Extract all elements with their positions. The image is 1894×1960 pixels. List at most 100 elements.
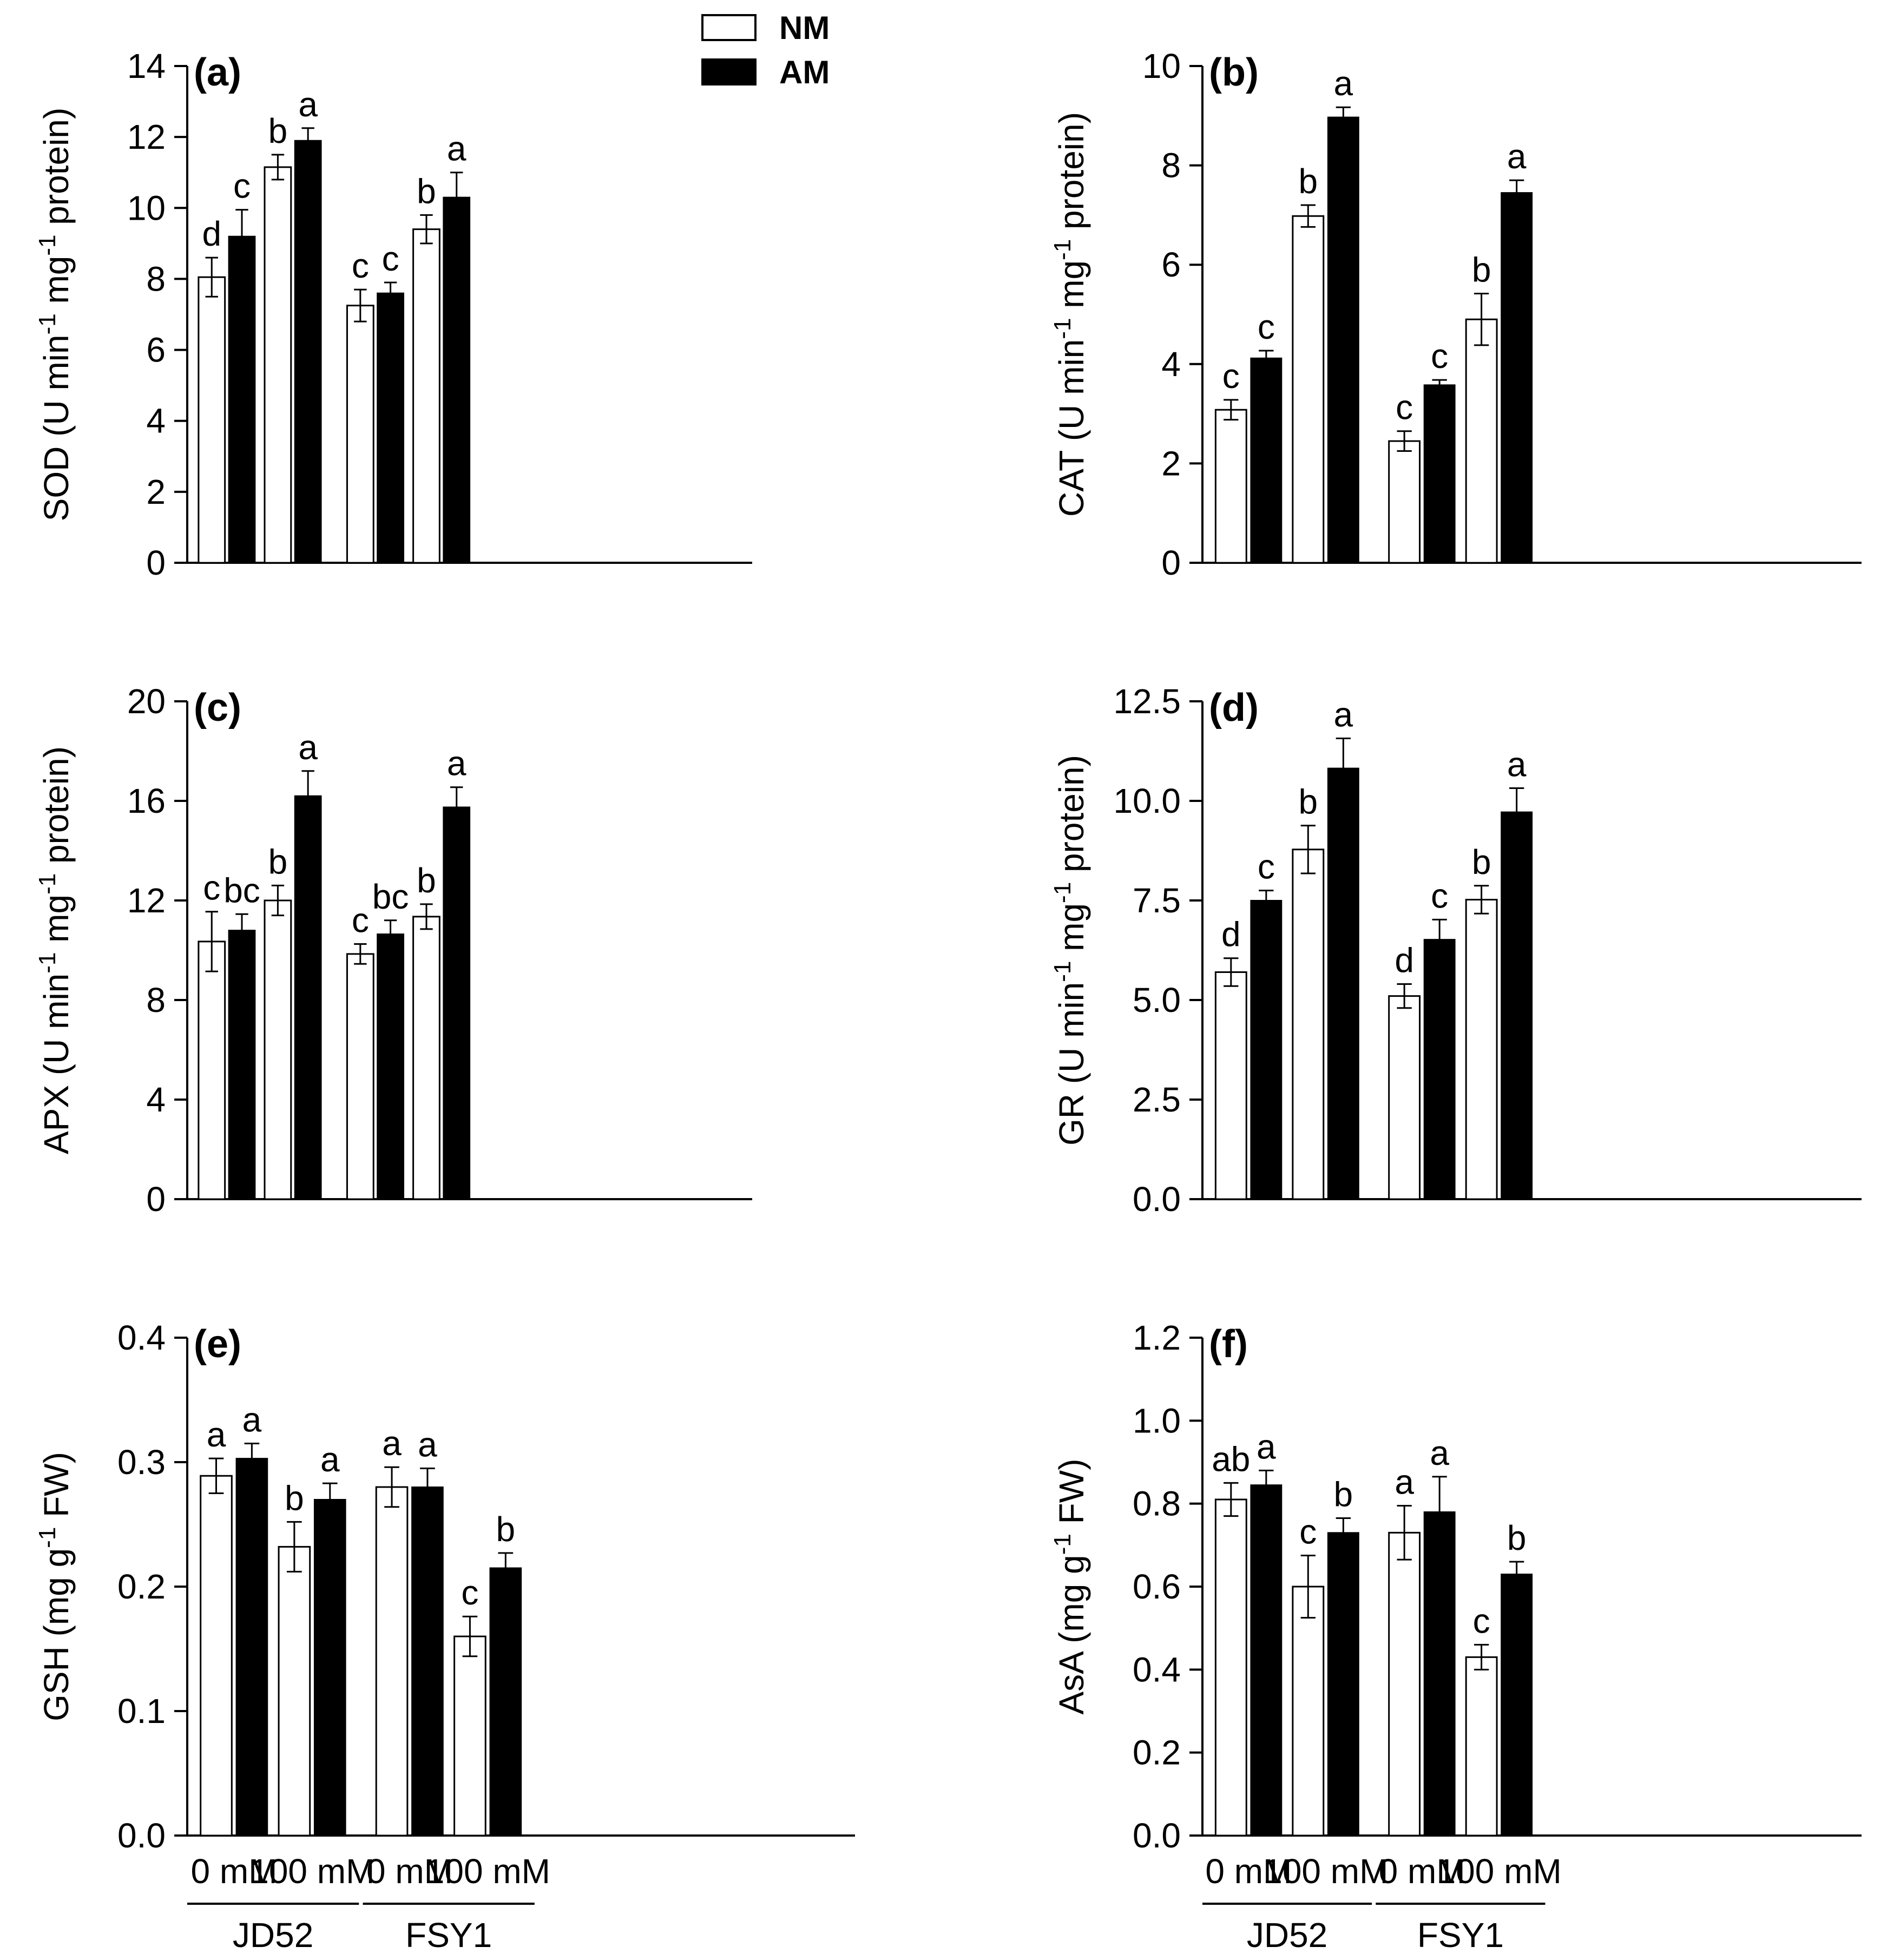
y-tick-label: 0.3 (117, 1443, 166, 1482)
significance-letter: b (1299, 782, 1318, 821)
bar-nm (375, 1486, 409, 1837)
legend-label-nm: NM (779, 10, 830, 46)
y-tick-label: 0 (1161, 543, 1181, 582)
significance-letter: c (1258, 847, 1275, 886)
y-tick-label: 0.2 (1133, 1733, 1181, 1772)
y-tick-label: 16 (127, 781, 166, 820)
significance-letter: b (1334, 1475, 1353, 1514)
y-tick-label: 8 (146, 981, 166, 1020)
significance-letter: a (207, 1415, 226, 1454)
bar-nm (1465, 318, 1498, 564)
significance-letter: d (1395, 941, 1414, 980)
bar-am (1501, 192, 1533, 563)
chart-panel-6: 0.0 0.2 0.4 0.6 0.8 1.0 1.2 AsA (mg g-1 FW) (f) a… (1049, 1318, 1862, 1955)
panel-label: (d) (1209, 686, 1259, 729)
y-tick-label: 12.5 (1113, 682, 1181, 721)
bar-am (443, 196, 471, 564)
y-axis-title: APX (U min-1 mg-1 protein) (34, 746, 76, 1154)
significance-letter: a (382, 1424, 402, 1463)
y-tick-label: 14 (127, 47, 166, 85)
y-tick-label: 0 (146, 543, 166, 582)
significance-letter: d (1221, 915, 1241, 954)
significance-letter: a (242, 1400, 262, 1439)
x-treatment-label: 100 mM (249, 1852, 374, 1891)
legend: NM AM (701, 10, 830, 90)
significance-letter: c (1222, 357, 1240, 396)
y-tick-label: 1.2 (1133, 1318, 1181, 1357)
y-tick-label: 8 (1161, 146, 1181, 185)
x-cultivar-label: JD52 (233, 1916, 313, 1955)
y-axis-title: AsA (mg g-1 FW) (1049, 1459, 1091, 1715)
significance-letter: a (1334, 695, 1353, 734)
y-tick-label: 0.4 (1133, 1650, 1181, 1689)
bar-am (228, 930, 256, 1200)
x-treatment-label: 0 mM (1205, 1852, 1292, 1891)
significance-letter: d (202, 214, 221, 253)
y-tick-label: 1.0 (1133, 1401, 1181, 1440)
significance-letter: a (1395, 1463, 1414, 1502)
bar-nm (1292, 849, 1325, 1200)
x-treatment-label: 100 mM (1437, 1852, 1562, 1891)
x-treatment-label: 100 mM (425, 1852, 550, 1891)
y-tick-label: 20 (127, 682, 166, 721)
bar-am (1250, 357, 1283, 563)
y-tick-label: 2.5 (1133, 1080, 1181, 1119)
significance-letter: b (417, 172, 436, 211)
significance-letter: c (352, 246, 369, 285)
bar-nm (1465, 899, 1498, 1200)
significance-letter: bc (223, 871, 260, 910)
y-axis-title: SOD (U min-1 mg-1 protein) (34, 108, 76, 522)
significance-letter: ab (1212, 1439, 1250, 1478)
significance-letter: a (298, 728, 318, 767)
y-tick-label: 0.0 (1133, 1180, 1181, 1219)
bar-nm (412, 228, 440, 564)
y-tick-label: 12 (127, 117, 166, 156)
significance-letter: b (268, 842, 288, 881)
significance-letter: b (285, 1478, 304, 1517)
significance-letter: b (417, 861, 436, 900)
significance-letter: c (233, 167, 251, 206)
bar-nm (264, 166, 292, 564)
legend-label-am: AM (779, 54, 830, 90)
y-tick-label: 5.0 (1133, 981, 1181, 1020)
x-treatment-label: 0 mM (1379, 1852, 1465, 1891)
bar-am (443, 806, 471, 1200)
bar-nm (1388, 1531, 1421, 1837)
legend-swatch-am (701, 58, 757, 85)
bar-nm (412, 916, 440, 1200)
y-axis-title: GR (U min-1 mg-1 protein) (1049, 755, 1091, 1146)
panel-label: (f) (1209, 1323, 1248, 1366)
y-tick-label: 2 (146, 472, 166, 511)
bar-am (235, 1458, 268, 1837)
panel-label: (a) (194, 51, 241, 94)
legend-swatch-nm (701, 14, 757, 41)
y-tick-label: 0.4 (117, 1318, 166, 1357)
bar-nm (346, 953, 374, 1200)
y-tick-label: 0.0 (117, 1816, 166, 1855)
bar-am (1250, 900, 1283, 1200)
y-tick-label: 0.0 (1133, 1816, 1181, 1855)
bar-nm (1388, 995, 1421, 1200)
bar-am (313, 1499, 346, 1836)
panel-label: (e) (194, 1323, 241, 1366)
x-treatment-label: 100 mM (1263, 1852, 1388, 1891)
x-treatment-label: 0 mM (366, 1852, 453, 1891)
bar-am (294, 140, 322, 563)
significance-letter: c (1431, 337, 1448, 376)
significance-letter: b (496, 1510, 516, 1549)
significance-letter: c (382, 239, 399, 278)
panel-label: (b) (1209, 51, 1259, 94)
bar-am (411, 1487, 444, 1836)
significance-letter: a (1334, 64, 1353, 103)
y-tick-label: 10 (127, 188, 166, 227)
y-tick-label: 4 (146, 1080, 166, 1119)
bar-nm (453, 1635, 486, 1837)
significance-letter: c (1473, 1601, 1490, 1640)
bar-am (1327, 1532, 1359, 1836)
significance-letter: a (1507, 137, 1527, 176)
significance-letter: c (352, 901, 369, 940)
